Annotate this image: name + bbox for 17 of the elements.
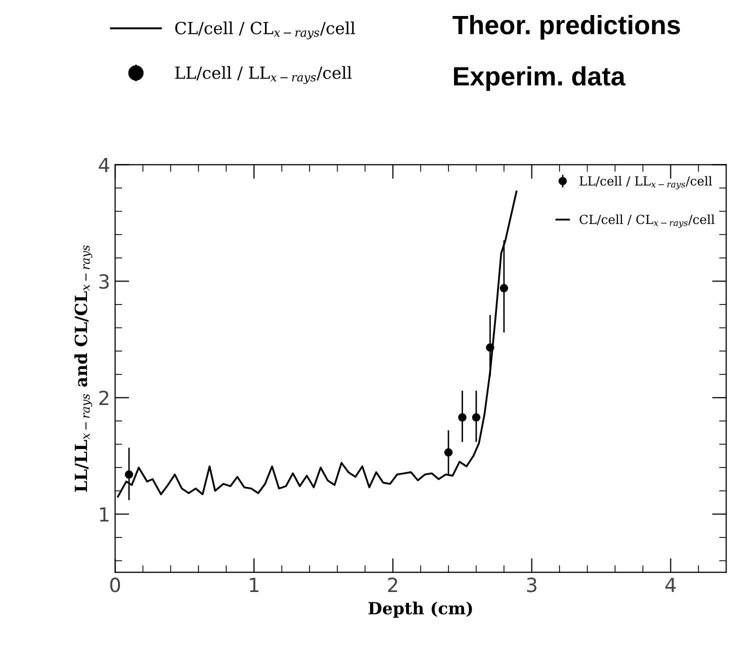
x-tick-label: 2 (388, 578, 398, 592)
text: Theor. predictions (452, 15, 680, 40)
x-tick-label: 0 (110, 578, 120, 592)
text: CL/cell / CL$_{x−rays}$/cell (175, 21, 356, 40)
x-tick-label: 3 (527, 578, 536, 592)
x-axis-title: Depth (cm) (368, 602, 472, 618)
text: Experim. data (454, 66, 626, 91)
y-tick-label: 4 (98, 158, 110, 172)
legend-label: LL/cell / LL$_{x−rays}$/cell (580, 176, 712, 190)
text: LL/cell / LL$_{x−rays}$/cell (175, 66, 352, 84)
y-tick-label: 2 (99, 390, 108, 406)
legend-label: CL/cell / CL$_{x−rays}$/cell (580, 214, 715, 228)
x-tick-label: 4 (665, 578, 676, 592)
y-tick-label: 1 (100, 507, 108, 522)
y-axis-title: LL/LL$_{x−rays}$ and CL/CL$_{x−rays}$ (74, 245, 92, 492)
y-tick-label: 3 (99, 274, 109, 289)
x-tick-label: 1 (250, 578, 258, 592)
